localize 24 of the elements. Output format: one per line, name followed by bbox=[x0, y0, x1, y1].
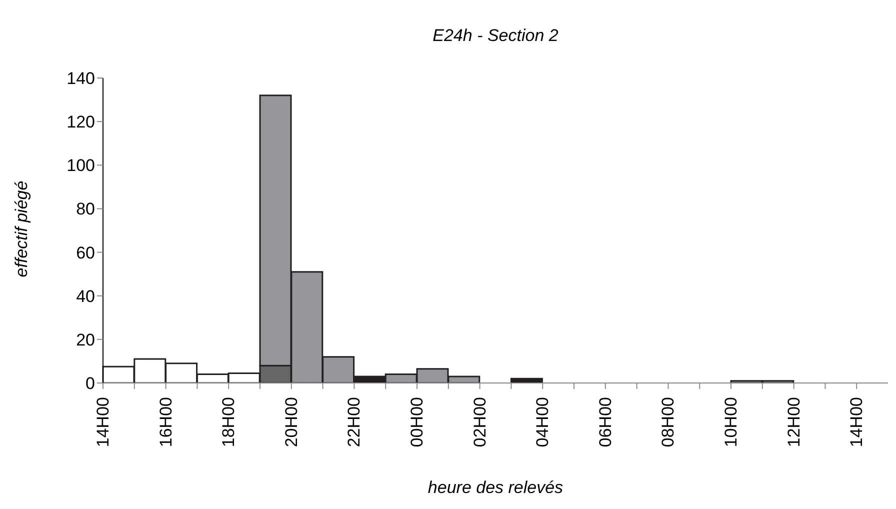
x-tick-label: 22H00 bbox=[344, 397, 364, 448]
chart-title: E24h - Section 2 bbox=[432, 26, 560, 46]
x-tick-label: 12H00 bbox=[784, 397, 804, 448]
y-tick-label: 100 bbox=[66, 156, 95, 176]
y-tick-label: 140 bbox=[66, 69, 95, 88]
y-tick-label: 120 bbox=[66, 112, 95, 132]
x-tick-label: 18H00 bbox=[219, 397, 238, 448]
x-axis-title: heure des relevés bbox=[428, 478, 564, 497]
y-tick-label: 80 bbox=[76, 200, 95, 219]
y-tick-label: 20 bbox=[76, 330, 95, 350]
x-tick-label: 14H00 bbox=[94, 397, 112, 448]
x-tick-label: 20H00 bbox=[282, 397, 301, 448]
y-tick-label: 40 bbox=[76, 286, 95, 306]
x-tick-label: 06H00 bbox=[596, 397, 615, 448]
x-tick-label: 04H00 bbox=[533, 397, 552, 448]
y-axis-title: effectif piégé bbox=[12, 180, 32, 277]
x-tick-label: 16H00 bbox=[156, 397, 176, 448]
y-tick-label: 0 bbox=[86, 374, 95, 394]
x-tick-label: 02H00 bbox=[470, 397, 490, 448]
x-tick-label: 08H00 bbox=[658, 397, 678, 448]
y-tick-label: 60 bbox=[76, 243, 95, 262]
x-tick-label: 00H00 bbox=[408, 397, 426, 448]
x-tick-label: 14H00 bbox=[847, 397, 866, 448]
x-tick-label: 10H00 bbox=[722, 397, 740, 448]
